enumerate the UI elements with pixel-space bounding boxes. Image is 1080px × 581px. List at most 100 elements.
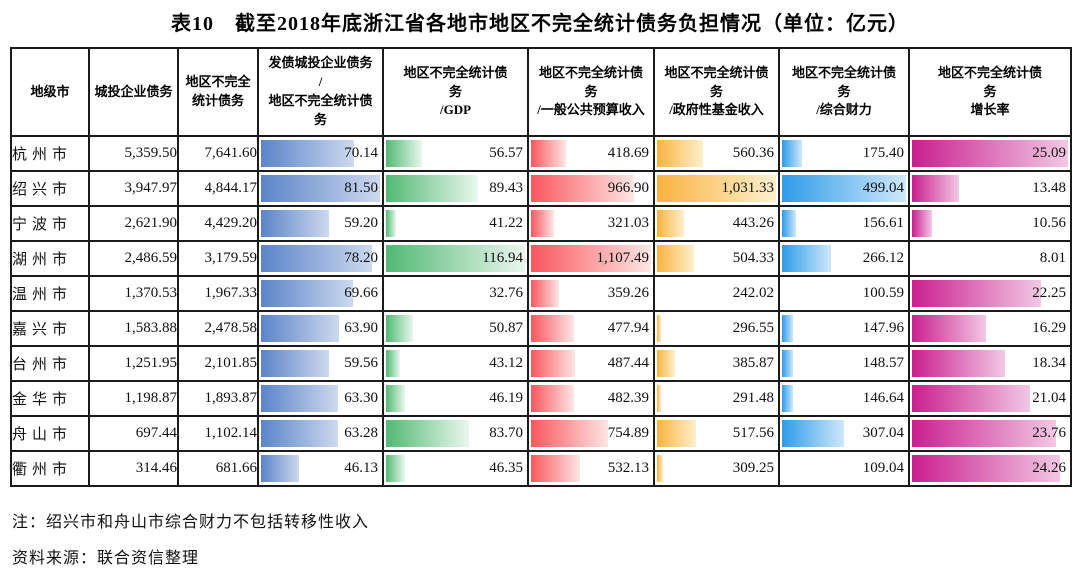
- bar-cell-region_debt_over_total_fiscal: 499.04: [778, 170, 910, 207]
- bar-cell-bond_uic_over_region_debt: 46.13: [257, 450, 384, 487]
- column-header-line: 务: [709, 83, 723, 99]
- column-header-line: 地区不完全统计债: [268, 93, 373, 108]
- data-bar: [912, 210, 932, 237]
- bar-cell-region_debt_growth_rate: 13.48: [908, 170, 1072, 207]
- bar-cell-region_debt_over_gov_fund_income: 443.26: [653, 205, 780, 242]
- bar-cell-region_debt_over_gdp: 56.57: [382, 135, 529, 172]
- data-bar: [657, 140, 703, 167]
- bar-value-label: 18.34: [1032, 355, 1066, 371]
- column-header-line: 地区不完全统计债: [403, 64, 508, 80]
- bar-value-label: 504.33: [732, 250, 774, 266]
- column-header-line: 地区不完全统计债: [538, 64, 643, 80]
- data-bar: [531, 420, 608, 447]
- table-row: 衢州市 314.46 681.66 46.13 46.35 532.13 309.25 109…: [10, 450, 1072, 487]
- bar-value-label: 147.96: [862, 320, 904, 336]
- bar-value-label: 148.57: [862, 355, 904, 371]
- column-header-uic_debt: 城投企业债务: [88, 47, 179, 137]
- bar-cell-region_debt_over_total_fiscal: 148.57: [778, 345, 910, 382]
- header-row: 地级市 城投企业债务 地区不完全 统计债务 发债城投企业债务 / 地区不完全统计债务地区不完…: [10, 47, 1072, 137]
- data-bar: [782, 350, 794, 377]
- data-bar: [531, 245, 651, 272]
- bar-value-label: 50.87: [489, 320, 523, 336]
- bar-cell-bond_uic_over_region_debt: 81.50: [257, 170, 384, 207]
- value-cell-uic_debt: 2,486.59: [88, 240, 179, 277]
- data-bar: [531, 280, 559, 307]
- bar-cell-region_debt_over_budget_income: 754.89: [527, 415, 655, 452]
- data-bar: [531, 455, 581, 482]
- value-cell-region_debt: 7,641.60: [177, 135, 259, 172]
- value-cell-uic_debt: 1,198.87: [88, 380, 179, 417]
- column-header-bond_uic_over_region_debt: 发债城投企业债务 / 地区不完全统计债务: [257, 47, 384, 137]
- value-cell-uic_debt: 314.46: [88, 450, 179, 487]
- bar-cell-bond_uic_over_region_debt: 59.56: [257, 345, 384, 382]
- table-row: 温州市 1,370.53 1,967.33 69.66 32.76 359.26 242.0…: [10, 275, 1072, 312]
- table-row: 宁波市 2,621.90 4,429.20 59.20 41.22 321.03 443.2…: [10, 205, 1072, 242]
- value-cell-uic_debt: 697.44: [88, 415, 179, 452]
- bar-value-label: 59.20: [344, 215, 378, 231]
- data-bar: [531, 315, 574, 342]
- bar-value-label: 46.13: [344, 460, 378, 476]
- bar-value-label: 10.56: [1032, 215, 1066, 231]
- data-bar: [531, 385, 575, 412]
- bar-cell-region_debt_over_total_fiscal: 109.04: [778, 450, 910, 487]
- bar-value-label: 63.28: [344, 425, 378, 441]
- column-header-line: /一般公共预算收入: [537, 102, 645, 118]
- bar-value-label: 266.12: [862, 250, 904, 266]
- bar-value-label: 242.02: [732, 285, 774, 301]
- value-cell-region_debt: 3,179.59: [177, 240, 259, 277]
- column-header-line: 地区不完全: [185, 74, 251, 90]
- data-bar: [657, 385, 661, 412]
- data-bar: [912, 315, 986, 342]
- bar-cell-region_debt_over_gdp: 89.43: [382, 170, 529, 207]
- table-row: 舟山市 697.44 1,102.14 63.28 83.70 754.89 517.56 3…: [10, 415, 1072, 452]
- bar-cell-region_debt_over_gdp: 32.76: [382, 275, 529, 312]
- bar-cell-region_debt_over_total_fiscal: 100.59: [778, 275, 910, 312]
- bar-cell-region_debt_over_budget_income: 321.03: [527, 205, 655, 242]
- data-bar: [261, 140, 354, 167]
- data-source-note: 资料来源：联合资信整理: [12, 550, 200, 567]
- bar-cell-region_debt_growth_rate: 16.29: [908, 310, 1072, 347]
- column-header-line: 地区不完全统计债: [791, 64, 896, 80]
- bar-value-label: 156.61: [862, 215, 904, 231]
- bar-cell-region_debt_over_gdp: 46.35: [382, 450, 529, 487]
- bar-cell-region_debt_over_total_fiscal: 307.04: [778, 415, 910, 452]
- city-cell: 温州市: [10, 275, 90, 312]
- bar-value-label: 359.26: [607, 285, 649, 301]
- bar-value-label: 560.36: [732, 145, 774, 161]
- column-header-region_debt: 地区不完全 统计债务: [177, 47, 259, 137]
- data-bar: [912, 140, 1068, 167]
- bar-value-label: 482.39: [607, 390, 649, 406]
- value-cell-uic_debt: 1,251.95: [88, 345, 179, 382]
- bar-cell-region_debt_over_gdp: 83.70: [382, 415, 529, 452]
- city-cell: 宁波市: [10, 205, 90, 242]
- bar-cell-region_debt_over_budget_income: 359.26: [527, 275, 655, 312]
- table-row: 湖州市 2,486.59 3,179.59 78.20 116.94 1,107.49 50…: [10, 240, 1072, 277]
- table-row: 嘉兴市 1,583.88 2,478.58 63.90 50.87 477.94 296.5…: [10, 310, 1072, 347]
- bar-cell-region_debt_growth_rate: 22.25: [908, 275, 1072, 312]
- bar-cell-region_debt_growth_rate: 24.26: [908, 450, 1072, 487]
- bar-value-label: 63.90: [344, 320, 378, 336]
- bar-cell-region_debt_over_budget_income: 418.69: [527, 135, 655, 172]
- bar-cell-region_debt_over_budget_income: 532.13: [527, 450, 655, 487]
- bar-cell-region_debt_over_gov_fund_income: 517.56: [653, 415, 780, 452]
- bar-value-label: 116.94: [482, 250, 523, 266]
- bar-value-label: 477.94: [607, 320, 649, 336]
- bar-cell-region_debt_growth_rate: 25.09: [908, 135, 1072, 172]
- column-header-line: 务: [837, 83, 851, 99]
- bar-value-label: 8.01: [1039, 250, 1066, 266]
- city-cell: 衢州市: [10, 450, 90, 487]
- data-bar: [657, 455, 664, 482]
- column-header-line: 统计债务: [191, 93, 244, 108]
- bar-cell-bond_uic_over_region_debt: 63.30: [257, 380, 384, 417]
- table-header: 地级市 城投企业债务 地区不完全 统计债务 发债城投企业债务 / 地区不完全统计债务地区不完…: [10, 47, 1072, 137]
- bar-value-label: 21.04: [1032, 390, 1066, 406]
- bar-value-label: 13.48: [1032, 180, 1066, 196]
- bar-value-label: 56.57: [489, 145, 523, 161]
- data-bar: [782, 385, 793, 412]
- bar-value-label: 46.35: [489, 460, 523, 476]
- column-header-line: 地区不完全统计债: [937, 64, 1042, 80]
- bar-cell-region_debt_over_gdp: 43.12: [382, 345, 529, 382]
- bar-value-label: 24.26: [1032, 460, 1066, 476]
- bar-cell-region_debt_over_gdp: 116.94: [382, 240, 529, 277]
- column-header-line: 务: [983, 83, 997, 99]
